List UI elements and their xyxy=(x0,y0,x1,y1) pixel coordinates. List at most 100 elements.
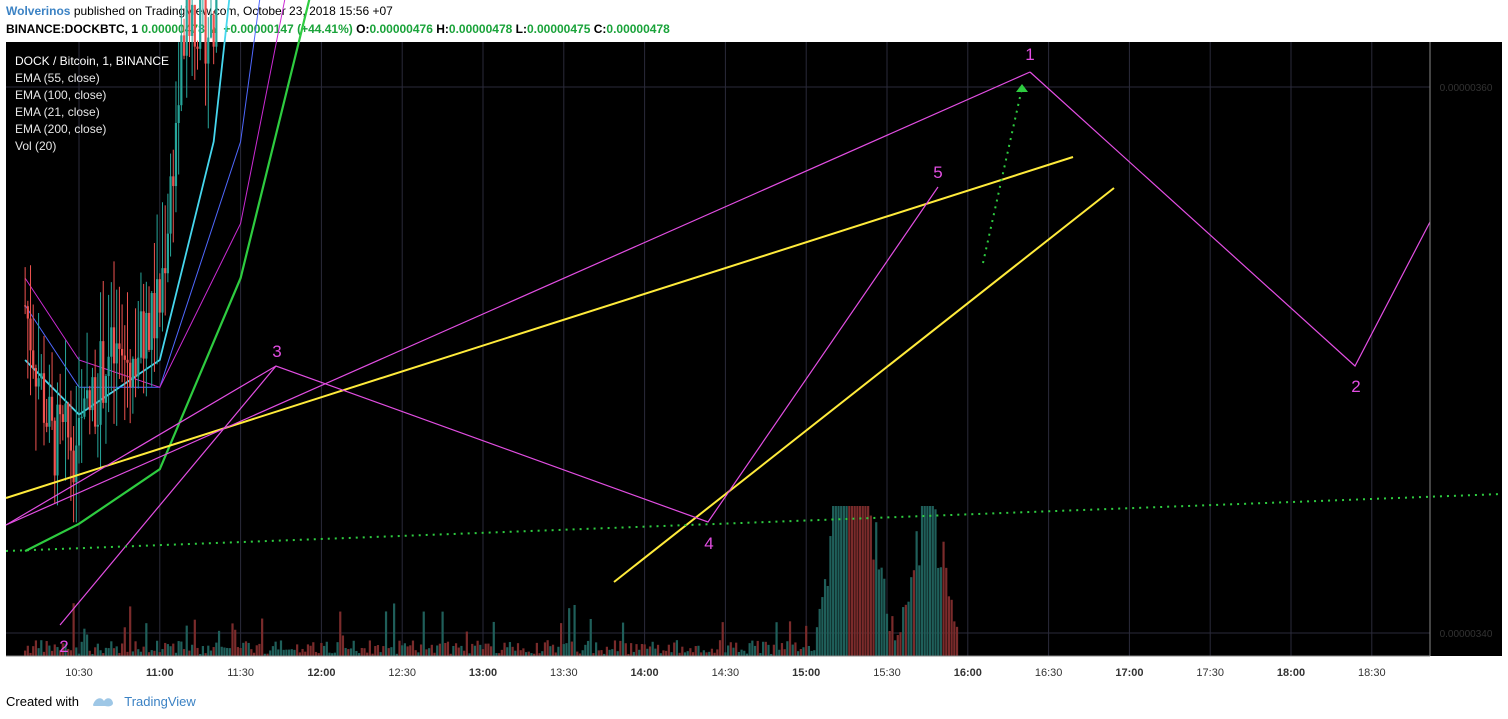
volume-bar xyxy=(850,506,854,656)
candle-body xyxy=(123,355,126,360)
volume-bar xyxy=(918,565,921,656)
volume-bar xyxy=(724,652,727,656)
volume-bar xyxy=(131,651,134,656)
x-tick-label: 18:30 xyxy=(1358,667,1386,679)
x-tick-label: 15:00 xyxy=(792,667,820,679)
volume-bar xyxy=(813,650,816,656)
volume-bar xyxy=(204,653,207,656)
x-tick-label: 10:30 xyxy=(65,667,93,679)
volume-bar xyxy=(514,650,517,656)
volume-bar xyxy=(613,640,617,656)
volume-bar xyxy=(306,644,310,656)
volume-bar xyxy=(907,601,910,656)
candle-body xyxy=(99,341,102,425)
volume-bar xyxy=(441,611,444,656)
volume-bar xyxy=(139,651,143,656)
volume-bar xyxy=(640,644,644,656)
volume-bar xyxy=(387,648,390,656)
volume-bar xyxy=(419,644,423,656)
candle-body xyxy=(102,341,105,403)
volume-bar xyxy=(331,653,334,656)
ema-lines xyxy=(24,0,311,553)
volume-bar xyxy=(923,506,926,656)
candle-body xyxy=(182,35,186,56)
candles xyxy=(24,0,218,523)
volume-bar xyxy=(118,652,121,656)
volume-bar xyxy=(888,630,891,656)
volume-bar xyxy=(568,608,571,656)
ema-line xyxy=(24,0,231,416)
volume-bar xyxy=(829,536,832,656)
volume-bar xyxy=(191,644,194,656)
wave-label: 2 xyxy=(59,637,68,656)
volume-bar xyxy=(915,531,918,656)
volume-bar xyxy=(810,650,813,656)
volume-bar xyxy=(129,606,132,656)
volume-bar xyxy=(826,585,829,656)
volume-bar xyxy=(624,643,627,656)
volume-bar xyxy=(608,649,611,656)
volume-bar xyxy=(360,647,363,656)
volume-bar xyxy=(166,644,169,656)
volume-bar xyxy=(945,567,948,656)
candle-body xyxy=(24,305,27,307)
volume-bar xyxy=(802,647,805,656)
volume-bar xyxy=(872,559,875,656)
volume-bar xyxy=(226,647,229,656)
volume-bar xyxy=(762,641,765,656)
volume-bar xyxy=(753,645,757,656)
candle-body xyxy=(172,176,175,187)
wave-count-lines xyxy=(5,186,939,526)
y-tick-label: 0.00000340 xyxy=(1440,629,1493,640)
volume-bar xyxy=(150,650,153,656)
volume-bar xyxy=(142,646,145,656)
volume-bar xyxy=(522,648,525,656)
volume-bar xyxy=(740,649,743,656)
volume-bar xyxy=(864,506,867,656)
candle-body xyxy=(212,14,215,47)
volume-bar xyxy=(538,653,541,656)
volume-bar xyxy=(406,646,409,656)
volume-bar xyxy=(732,647,735,656)
volume-bar xyxy=(24,650,27,656)
volume-bar xyxy=(444,642,447,656)
volume-bar xyxy=(780,643,784,656)
volume-bar xyxy=(834,506,837,656)
volume-bar xyxy=(425,649,428,656)
volume-bar xyxy=(137,649,140,656)
volume-bar xyxy=(678,652,681,656)
volume-bar xyxy=(524,652,528,656)
volume-bar xyxy=(153,650,156,656)
volume-bar xyxy=(902,607,905,656)
volume-bar xyxy=(931,506,934,656)
volume-bar xyxy=(312,642,315,656)
volume-bar xyxy=(182,649,186,656)
volume-bar xyxy=(266,653,269,656)
volume-bar xyxy=(379,652,382,656)
volume-bar xyxy=(592,653,595,656)
volume-bar xyxy=(371,653,374,656)
volume-bar xyxy=(705,652,708,656)
volume-bar xyxy=(368,640,371,656)
x-tick-label: 12:30 xyxy=(388,667,416,679)
volume-bar xyxy=(56,647,59,656)
tradingview-link[interactable]: TradingView xyxy=(124,694,196,709)
volume-bar xyxy=(172,643,175,656)
volume-bar xyxy=(465,631,468,656)
author-name[interactable]: Wolverinos xyxy=(6,4,71,18)
footer: Created with TradingView xyxy=(6,694,196,711)
volume-bar xyxy=(937,567,940,656)
candle-body xyxy=(26,306,29,319)
candle-body xyxy=(77,417,81,446)
volume-bar xyxy=(885,613,889,656)
volume-bar xyxy=(158,652,161,656)
volume-bar xyxy=(236,647,240,656)
candle-body xyxy=(118,343,121,349)
volume-bar xyxy=(207,645,210,656)
volume-bar xyxy=(869,515,872,656)
volume-bar xyxy=(535,642,538,656)
volume-bar xyxy=(287,649,291,656)
volume-bar xyxy=(115,646,118,656)
volume-bar xyxy=(59,650,62,656)
